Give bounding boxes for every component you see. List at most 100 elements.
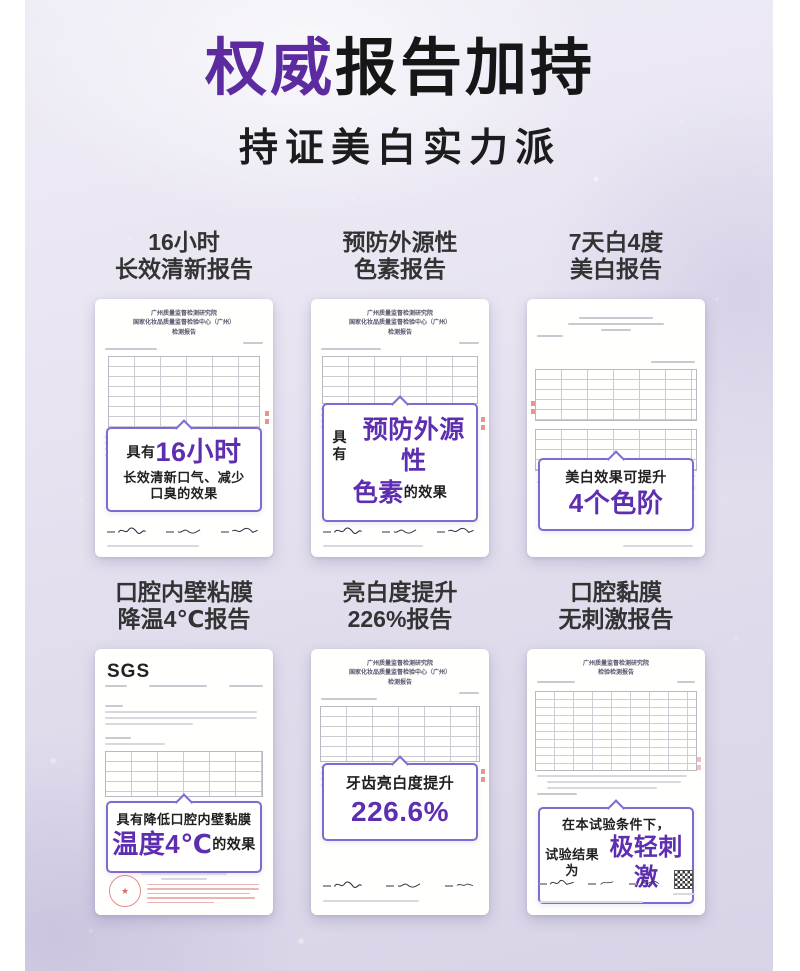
card-title-line2: 226%报告 xyxy=(347,606,453,633)
report-card-brightness-226: 亮白度提升 226%报告 广州质量监督检测研究院 国家化妆品质量监督检验中心（广… xyxy=(311,579,489,916)
doc-header-line: 检验检测报告 xyxy=(597,670,634,677)
results-table-1 xyxy=(535,369,697,422)
card-title-line1: 口腔黏膜 xyxy=(570,579,662,606)
red-seal-icon: ★ xyxy=(109,875,141,908)
doc-header-line: 国家化妆品质量监督检验中心（广州） xyxy=(132,320,235,327)
results-table xyxy=(320,705,480,762)
fine-print-row xyxy=(105,685,263,688)
fine-print xyxy=(651,361,695,364)
callout-pointer xyxy=(606,799,626,818)
callout-em: 色素 xyxy=(352,478,404,507)
qr-code-icon xyxy=(674,870,693,890)
signature-icon xyxy=(107,525,147,537)
fine-print xyxy=(537,792,577,795)
doc-header-illegible xyxy=(579,317,653,320)
fine-print-row xyxy=(537,680,695,683)
doc-header-line: 广州质量监督检测研究院 xyxy=(366,311,433,318)
fine-print xyxy=(105,685,127,688)
doc-header-line: 广州质量监督检测研究院 xyxy=(582,661,649,668)
doc-header-illegible xyxy=(601,329,631,332)
doc-header-line: 广州质量监督检测研究院 xyxy=(150,311,217,318)
fine-print xyxy=(321,347,381,350)
card-title-line1: 7天白4度 xyxy=(568,229,664,256)
header-block: 权威报告加持 持证美白实力派 xyxy=(0,0,800,173)
report-document: 美白效果可提升 4个色阶 xyxy=(527,299,705,558)
card-title-line1: 亮白度提升 xyxy=(342,579,458,606)
fine-print xyxy=(459,691,479,694)
card-title-line1: 预防外源性 xyxy=(342,229,458,256)
callout-em: 预防外源性 xyxy=(362,416,465,476)
fine-print xyxy=(459,341,479,344)
signature-icon xyxy=(437,525,475,537)
signature-icon xyxy=(629,877,661,889)
fine-print xyxy=(539,901,643,904)
fine-print xyxy=(105,723,193,726)
card-title-line2: 色素报告 xyxy=(354,256,446,283)
fine-print xyxy=(537,774,687,777)
callout-226: 牙齿亮白度提升 226.6% xyxy=(322,755,478,841)
sgs-logo: SGS xyxy=(107,661,151,683)
doc-header-line: 国家化妆品质量监督检验中心（广州） xyxy=(348,670,451,677)
card-title-line2: 降温4℃报告 xyxy=(117,606,251,633)
card-title: 预防外源性 色素报告 xyxy=(311,229,489,285)
results-table xyxy=(105,751,263,798)
card-title-line1: 口腔内壁粘膜 xyxy=(115,579,253,606)
callout-em: 4个色阶 xyxy=(568,487,664,518)
signature-icon xyxy=(323,525,363,537)
callout-text: 口臭的效果 xyxy=(150,486,218,502)
fine-print xyxy=(229,685,263,688)
doc-header-line: 广州质量监督检测研究院 xyxy=(366,661,433,668)
results-table xyxy=(108,355,260,432)
fine-print xyxy=(105,711,257,714)
callout-pigment: 具有 预防外源性 色素 的效果 xyxy=(322,395,478,522)
callout-16h: 具有 16小时 长效清新口气、减少 口臭的效果 xyxy=(106,419,262,513)
doc-header-line: 检测报告 xyxy=(171,329,196,336)
signature-row xyxy=(323,879,475,891)
callout-em: 温度4℃ xyxy=(112,829,213,860)
red-stamp-mark xyxy=(531,401,535,417)
callout-text: 试验结果为 xyxy=(545,847,600,879)
report-card-whitening-4shades: 7天白4度 美白报告 美白效果可提升 4个色阶 xyxy=(527,229,705,558)
signature-row xyxy=(539,877,661,889)
report-document: SGS 具有降低口腔内壁黏膜 温度4℃ 的效果 ★ xyxy=(95,649,273,916)
report-document: 广州质量监督检测研究院 国家化妆品质量监督检验中心（广州） 检测报告 具有 预防外… xyxy=(311,299,489,558)
fine-print xyxy=(105,743,165,746)
card-title: 亮白度提升 226%报告 xyxy=(311,579,489,635)
callout-text: 具有 xyxy=(126,444,156,461)
page-subtitle: 持证美白实力派 xyxy=(238,127,561,171)
card-title-line2: 长效清新报告 xyxy=(115,256,253,283)
signature-icon xyxy=(382,525,418,537)
report-document: 广州质量监督检测研究院 国家化妆品质量监督检验中心（广州） 检测报告 具有 16小… xyxy=(95,299,273,558)
report-card-no-irritation: 口腔黏膜 无刺激报告 广州质量监督检测研究院 检验检测报告 在本试验条件下， 试… xyxy=(527,579,705,916)
red-stamp-mark xyxy=(481,769,485,785)
fine-print xyxy=(149,685,207,688)
report-document: 广州质量监督检测研究院 检验检测报告 在本试验条件下， 试验结果为 极轻刺激 xyxy=(527,649,705,916)
red-stamp-text xyxy=(147,881,259,904)
doc-header: 广州质量监督检测研究院 国家化妆品质量监督检验中心（广州） 检测报告 xyxy=(311,660,489,688)
signature-row xyxy=(107,525,259,537)
callout-4shades: 美白效果可提升 4个色阶 xyxy=(538,450,694,532)
signature-icon xyxy=(539,877,575,889)
signature-icon xyxy=(445,879,475,891)
card-title: 7天白4度 美白报告 xyxy=(527,229,705,285)
callout-text: 具有 xyxy=(332,428,347,463)
fine-print xyxy=(105,737,131,740)
doc-header: 广州质量监督检测研究院 国家化妆品质量监督检验中心（广州） 检测报告 xyxy=(311,310,489,338)
fine-print xyxy=(547,786,657,789)
fine-print xyxy=(537,680,575,683)
callout-text: 的效果 xyxy=(403,484,448,501)
doc-header-line: 国家化妆品质量监督检验中心（广州） xyxy=(348,320,451,327)
fine-print xyxy=(323,900,419,903)
signature-row xyxy=(323,525,475,537)
report-card-pigment: 预防外源性 色素报告 广州质量监督检测研究院 国家化妆品质量监督检验中心（广州）… xyxy=(311,229,489,558)
callout-no-irritation: 在本试验条件下， 试验结果为 极轻刺激 xyxy=(538,799,694,905)
fine-print xyxy=(243,341,263,344)
fine-print xyxy=(547,780,681,783)
page-title-rest: 报告加持 xyxy=(335,34,596,103)
callout-text: 的效果 xyxy=(212,835,256,852)
doc-header-illegible xyxy=(568,323,664,326)
red-stamp-mark xyxy=(265,411,269,427)
card-title-line2: 无刺激报告 xyxy=(558,606,674,633)
callout-text: 在本试验条件下， xyxy=(561,817,670,833)
fine-print xyxy=(673,893,695,896)
